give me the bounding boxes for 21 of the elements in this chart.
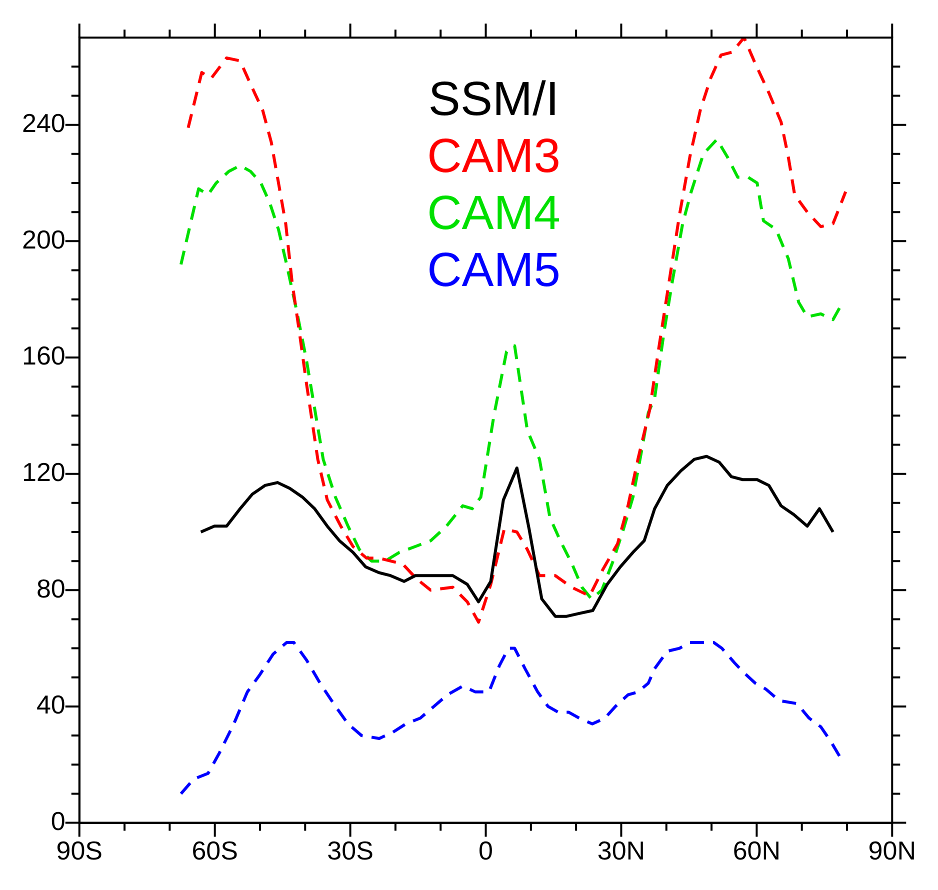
x-tick-label: 60N: [732, 836, 781, 866]
y-tick-label: 240: [22, 108, 66, 138]
y-tick-label: 120: [22, 456, 66, 487]
y-tick-label: 80: [36, 573, 66, 604]
y-tick-label: 200: [22, 224, 66, 254]
line-series: [179, 640, 843, 796]
y-tick-label: 40: [36, 690, 66, 720]
x-tick-label: 90S: [56, 836, 103, 866]
x-tick-label: 30S: [327, 836, 374, 866]
y-tick-label: 160: [22, 340, 66, 371]
y-tick-label: 0: [50, 806, 66, 836]
line-series: [186, 38, 848, 624]
text: CAM3: [427, 130, 560, 183]
x-tick-label: 0: [478, 836, 493, 866]
line-series: [179, 138, 843, 600]
legend-label: SSM/I: [428, 72, 560, 126]
text: CAM5: [427, 244, 560, 297]
x-tick-label: 60S: [192, 836, 238, 866]
x-tick-label: 90N: [868, 836, 916, 866]
text: CAM4: [427, 186, 560, 240]
x-tick-label: 30N: [597, 836, 646, 866]
